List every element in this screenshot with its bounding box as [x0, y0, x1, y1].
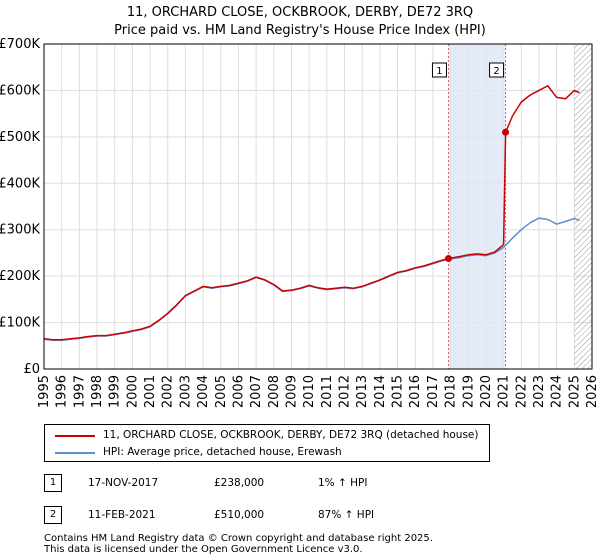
legend-item-hpi: HPI: Average price, detached house, Erew…	[45, 445, 489, 461]
x-tick-label: 2023	[532, 375, 547, 408]
y-tick-label: £500K	[0, 130, 40, 145]
transaction-price: £238,000	[214, 477, 265, 489]
price-chart: 11, ORCHARD CLOSE, OCKBROOK, DERBY, DE72…	[0, 5, 600, 408]
y-tick-label: £100K	[0, 316, 40, 331]
forecast-hatch	[574, 44, 592, 369]
x-tick-label: 2017	[426, 375, 441, 408]
x-tick-label: 2021	[497, 375, 512, 408]
chart-legend: 11, ORCHARD CLOSE, OCKBROOK, DERBY, DE72…	[44, 424, 490, 462]
transaction-hpi: 1% ↑ HPI	[318, 477, 368, 489]
chart-subtitle: Price paid vs. HM Land Registry's House …	[114, 23, 486, 38]
plot-frame	[43, 43, 593, 370]
x-tick-label: 2005	[214, 375, 229, 408]
sale-period-shade	[448, 44, 506, 369]
x-tick-label: 2001	[143, 375, 158, 408]
x-tick-label: 2022	[514, 375, 529, 408]
x-tick-label: 2015	[391, 375, 406, 408]
x-tick-label: 2010	[302, 375, 317, 408]
x-tick-label: 2012	[338, 375, 353, 408]
x-tick-label: 2013	[355, 375, 370, 408]
sale-label-box	[431, 62, 447, 78]
footer-attribution: Contains HM Land Registry data © Crown c…	[44, 533, 433, 555]
x-tick-label: 1995	[37, 375, 52, 408]
transaction-row-1: 1 17-NOV-2017 £238,000 1% ↑ HPI	[44, 474, 564, 494]
x-tick-label: 2008	[267, 375, 282, 408]
x-tick-label: 2024	[550, 375, 565, 408]
sale-point	[444, 255, 452, 262]
x-tick-label: 2000	[125, 375, 140, 408]
y-tick-label: £0	[23, 362, 40, 377]
sale-label-box	[489, 62, 505, 78]
x-tick-label: 2020	[479, 375, 494, 408]
sale-label: 1	[436, 66, 442, 77]
x-tick-label: 2016	[408, 375, 423, 408]
x-tick-label: 2025	[567, 375, 582, 408]
transaction-badge: 1	[44, 474, 62, 492]
chart-title: 11, ORCHARD CLOSE, OCKBROOK, DERBY, DE72…	[127, 5, 473, 20]
transaction-row-2: 2 11-FEB-2021 £510,000 87% ↑ HPI	[44, 506, 564, 526]
transaction-badge: 2	[44, 506, 62, 524]
transaction-date: 11-FEB-2021	[88, 509, 156, 521]
legend-item-property: 11, ORCHARD CLOSE, OCKBROOK, DERBY, DE72…	[45, 428, 489, 444]
transaction-price: £510,000	[214, 509, 265, 521]
x-tick-label: 2019	[461, 375, 476, 408]
x-tick-label: 1998	[90, 375, 105, 408]
y-tick-label: £200K	[0, 269, 40, 284]
footer-line-2: This data is licensed under the Open Gov…	[44, 544, 363, 555]
x-tick-label: 2003	[178, 375, 193, 408]
footer-line-1: Contains HM Land Registry data © Crown c…	[44, 533, 433, 544]
legend-swatch-hpi	[55, 452, 95, 454]
x-tick-label: 2014	[373, 375, 388, 408]
x-tick-label: 2002	[161, 375, 176, 408]
transaction-date: 17-NOV-2017	[88, 477, 159, 489]
sale-label: 2	[493, 66, 499, 77]
y-tick-label: £400K	[0, 176, 40, 191]
x-tick-label: 2009	[284, 375, 299, 408]
legend-label-property: 11, ORCHARD CLOSE, OCKBROOK, DERBY, DE72…	[103, 429, 479, 441]
y-tick-label: £300K	[0, 223, 40, 238]
x-tick-label: 1999	[108, 375, 123, 408]
plot-area	[44, 44, 592, 369]
x-tick-label: 2007	[249, 375, 264, 408]
y-tick-label: £600K	[0, 83, 40, 98]
sale-point	[502, 128, 510, 136]
x-tick-label: 2004	[196, 375, 211, 408]
x-tick-label: 2006	[231, 375, 246, 408]
x-tick-label: 1996	[55, 375, 70, 408]
y-tick-label: £700K	[0, 37, 40, 52]
x-tick-label: 2018	[444, 375, 459, 408]
x-tick-label: 2026	[585, 375, 600, 408]
legend-label-hpi: HPI: Average price, detached house, Erew…	[103, 446, 342, 458]
x-tick-label: 1997	[72, 375, 87, 408]
legend-swatch-property	[55, 435, 95, 437]
property-price-line	[43, 85, 580, 341]
transaction-hpi: 87% ↑ HPI	[318, 509, 375, 521]
x-tick-label: 2011	[320, 375, 335, 408]
